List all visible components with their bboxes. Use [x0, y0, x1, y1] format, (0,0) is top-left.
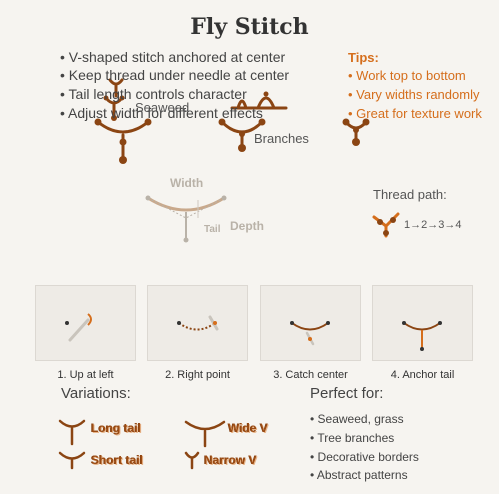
- tip-1: • Work top to bottom: [348, 68, 466, 83]
- variation-wide-v: Wide V: [228, 421, 268, 435]
- step-panel-1: [35, 285, 136, 361]
- variation-long-tail: Long tail: [91, 421, 141, 435]
- tip-3: • Great for texture work: [348, 106, 482, 121]
- page-title: Fly Stitch: [190, 14, 309, 40]
- thread-path-label: Thread path:: [373, 187, 447, 202]
- step-panel-3: [260, 285, 361, 361]
- step-caption-2: 2. Right point: [165, 369, 230, 381]
- step-1-graphic: [65, 313, 92, 342]
- perfect-for-item-3: • Decorative borders: [310, 450, 419, 464]
- tip-2: • Vary widths randomly: [348, 87, 480, 102]
- width-label: Width: [170, 176, 204, 190]
- bullet-2: • Keep thread under needle at center: [60, 67, 290, 83]
- thread-path-sequence: 1→2→3→4: [404, 219, 462, 231]
- depth-label: Depth: [230, 219, 264, 233]
- variation-narrow-v: Narrow V: [204, 453, 257, 467]
- perfect-for-heading: Perfect for:: [310, 385, 384, 402]
- perfect-for-item-1: • Seaweed, grass: [310, 412, 404, 426]
- variation-short-tail: Short tail: [91, 453, 144, 467]
- perfect-for-item-2: • Tree branches: [310, 431, 395, 445]
- step-caption-1: 1. Up at left: [57, 369, 114, 381]
- bullet-1: • V-shaped stitch anchored at center: [60, 49, 286, 65]
- branches-label: Branches: [254, 131, 309, 146]
- seaweed-label: Seaweed: [135, 100, 190, 115]
- bullet-3: • Tail length controls character: [60, 86, 247, 102]
- step-panel-4: [372, 285, 473, 361]
- perfect-for-item-4: • Abstract patterns: [310, 468, 408, 482]
- bullet-4: • Adjust width for different effects: [60, 105, 263, 121]
- step-caption-4: 4. Anchor tail: [390, 369, 455, 381]
- step-caption-3: 3. Catch center: [273, 369, 348, 381]
- step-panel-2: [147, 285, 248, 361]
- step-4-graphic: [402, 321, 442, 351]
- variations-heading: Variations:: [61, 385, 131, 402]
- tips-heading: Tips:: [348, 50, 379, 65]
- step-3-graphic: [290, 321, 330, 346]
- tail-label: Tail: [204, 224, 221, 235]
- step-2-graphic: [177, 315, 219, 331]
